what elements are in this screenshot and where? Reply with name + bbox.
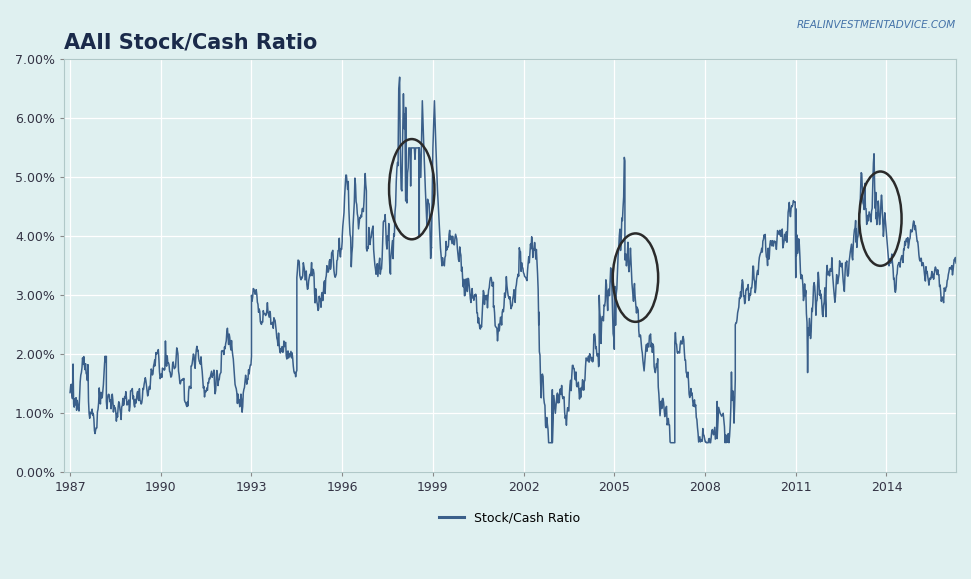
Stock/Cash Ratio (505, 305, 517, 312)
Legend: Stock/Cash Ratio: Stock/Cash Ratio (434, 507, 586, 530)
Stock/Cash Ratio (951, 259, 962, 266)
Stock/Cash Ratio (394, 74, 406, 80)
Stock/Cash Ratio (647, 349, 658, 356)
Line: Stock/Cash Ratio: Stock/Cash Ratio (70, 77, 956, 443)
Stock/Cash Ratio (543, 439, 554, 446)
Text: REALINVESTMENTADVICE.COM: REALINVESTMENTADVICE.COM (797, 20, 956, 30)
Stock/Cash Ratio (502, 292, 514, 299)
Stock/Cash Ratio (755, 248, 767, 255)
Text: AAII Stock/Cash Ratio: AAII Stock/Cash Ratio (64, 32, 318, 52)
Stock/Cash Ratio (518, 269, 529, 276)
Stock/Cash Ratio (276, 347, 287, 354)
Stock/Cash Ratio (64, 389, 76, 396)
